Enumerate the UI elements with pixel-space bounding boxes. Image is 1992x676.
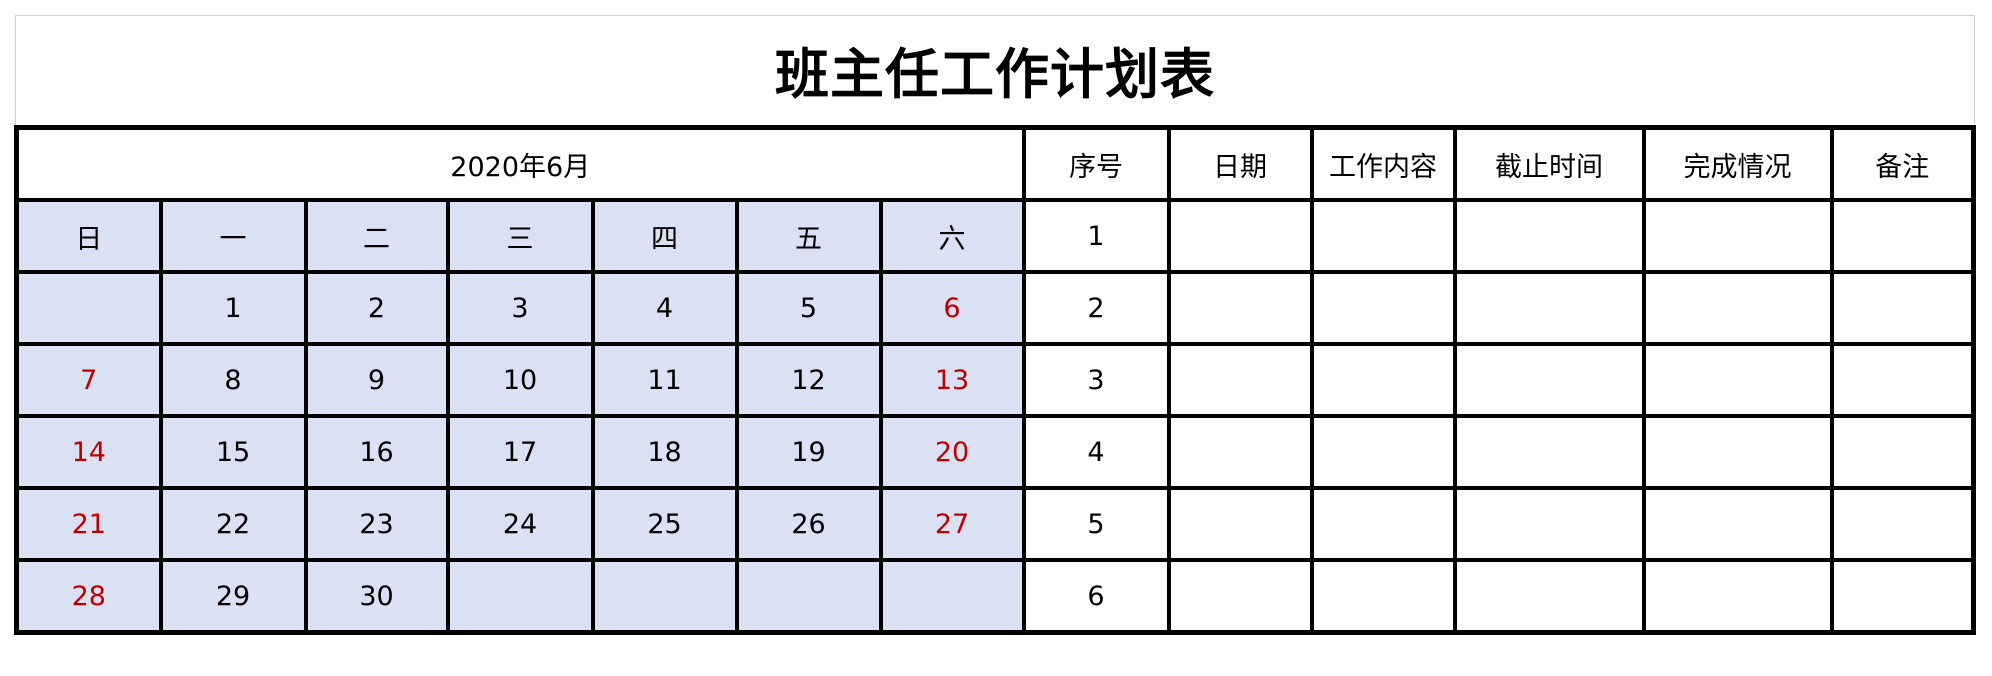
plan-cell[interactable] (1641, 486, 1834, 562)
calendar-day[interactable] (878, 558, 1026, 635)
calendar-day[interactable]: 12 (734, 342, 883, 418)
column-header: 完成情况 (1641, 125, 1834, 202)
plan-cell[interactable] (1641, 414, 1834, 490)
plan-cell[interactable] (1829, 270, 1976, 346)
calendar-day[interactable]: 5 (734, 270, 883, 346)
plan-cell[interactable] (1309, 486, 1457, 562)
calendar-day[interactable]: 23 (303, 486, 450, 562)
calendar-day[interactable]: 6 (878, 270, 1026, 346)
plan-cell[interactable] (1641, 342, 1834, 418)
plan-cell[interactable] (1452, 486, 1646, 562)
row-number: 5 (1021, 486, 1171, 562)
plan-cell[interactable] (1166, 198, 1314, 274)
calendar-day[interactable]: 14 (14, 414, 163, 490)
plan-table: 2020年6月 序号 日期 工作内容 截止时间 完成情况 备注日一二三四五六 1 1 2 3 4 5 6 2… (14, 125, 1976, 635)
plan-cell[interactable] (1641, 270, 1834, 346)
row-number: 4 (1021, 414, 1171, 490)
plan-cell[interactable] (1829, 198, 1976, 274)
weekday-header: 三 (445, 198, 595, 274)
plan-cell[interactable] (1309, 342, 1457, 418)
column-header: 截止时间 (1452, 125, 1646, 202)
weekday-header: 日 (14, 198, 163, 274)
calendar-day[interactable]: 8 (158, 342, 308, 418)
plan-cell[interactable] (1166, 342, 1314, 418)
column-header: 日期 (1166, 125, 1314, 202)
plan-cell[interactable] (1641, 558, 1834, 635)
title-area: 班主任工作计划表 (15, 15, 1975, 127)
plan-cell[interactable] (1309, 270, 1457, 346)
calendar-day[interactable] (734, 558, 883, 635)
calendar-day[interactable]: 22 (158, 486, 308, 562)
weekday-header: 四 (590, 198, 739, 274)
table-row: 7 8 9 10 11 12 13 3 (14, 342, 1976, 418)
plan-cell[interactable] (1829, 342, 1976, 418)
calendar-day[interactable]: 17 (445, 414, 595, 490)
calendar-day[interactable]: 26 (734, 486, 883, 562)
calendar-day[interactable]: 30 (303, 558, 450, 635)
weekday-header: 五 (734, 198, 883, 274)
header-row: 2020年6月 序号 日期 工作内容 截止时间 完成情况 备注 (14, 125, 1976, 202)
calendar-day[interactable]: 3 (445, 270, 595, 346)
calendar-day[interactable]: 13 (878, 342, 1026, 418)
plan-cell[interactable] (1452, 198, 1646, 274)
plan-cell[interactable] (1452, 414, 1646, 490)
calendar-day[interactable]: 15 (158, 414, 308, 490)
plan-cell[interactable] (1309, 198, 1457, 274)
row-number: 6 (1021, 558, 1171, 635)
plan-cell[interactable] (1452, 342, 1646, 418)
calendar-day[interactable]: 25 (590, 486, 739, 562)
column-header: 序号 (1021, 125, 1171, 202)
calendar-day[interactable]: 16 (303, 414, 450, 490)
calendar-day[interactable]: 11 (590, 342, 739, 418)
plan-cell[interactable] (1452, 558, 1646, 635)
plan-cell[interactable] (1166, 414, 1314, 490)
calendar-day[interactable]: 18 (590, 414, 739, 490)
calendar-day[interactable]: 19 (734, 414, 883, 490)
calendar-day[interactable]: 28 (14, 558, 163, 635)
calendar-day[interactable]: 2 (303, 270, 450, 346)
plan-cell[interactable] (1309, 558, 1457, 635)
calendar-day[interactable]: 24 (445, 486, 595, 562)
row-number: 2 (1021, 270, 1171, 346)
plan-cell[interactable] (1166, 270, 1314, 346)
calendar-day[interactable]: 9 (303, 342, 450, 418)
calendar-day[interactable]: 29 (158, 558, 308, 635)
table-row: 14 15 16 17 18 19 20 4 (14, 414, 1976, 490)
plan-cell[interactable] (1641, 198, 1834, 274)
column-header: 工作内容 (1309, 125, 1457, 202)
calendar-day[interactable]: 4 (590, 270, 739, 346)
calendar-day[interactable] (14, 270, 163, 346)
plan-cell[interactable] (1829, 414, 1976, 490)
calendar-day[interactable] (590, 558, 739, 635)
row-number: 1 (1021, 198, 1171, 274)
calendar-day[interactable]: 1 (158, 270, 308, 346)
weekday-header: 一 (158, 198, 308, 274)
calendar-day[interactable]: 10 (445, 342, 595, 418)
weekday-header: 二 (303, 198, 450, 274)
table-row: 28 29 30 6 (14, 558, 1976, 635)
column-header: 备注 (1829, 125, 1976, 202)
plan-cell[interactable] (1829, 558, 1976, 635)
plan-cell[interactable] (1829, 486, 1976, 562)
calendar-day[interactable]: 21 (14, 486, 163, 562)
plan-cell[interactable] (1309, 414, 1457, 490)
page-title: 班主任工作计划表 (775, 43, 1215, 106)
calendar-day[interactable]: 20 (878, 414, 1026, 490)
plan-cell[interactable] (1452, 270, 1646, 346)
plan-cell[interactable] (1166, 486, 1314, 562)
calendar-day[interactable]: 7 (14, 342, 163, 418)
calendar-month-label: 2020年6月 (14, 125, 1026, 202)
table-row: 21 22 23 24 25 26 27 5 (14, 486, 1976, 562)
row-number: 3 (1021, 342, 1171, 418)
weekday-header: 六 (878, 198, 1026, 274)
calendar-day[interactable]: 27 (878, 486, 1026, 562)
plan-cell[interactable] (1166, 558, 1314, 635)
calendar-day[interactable] (445, 558, 595, 635)
